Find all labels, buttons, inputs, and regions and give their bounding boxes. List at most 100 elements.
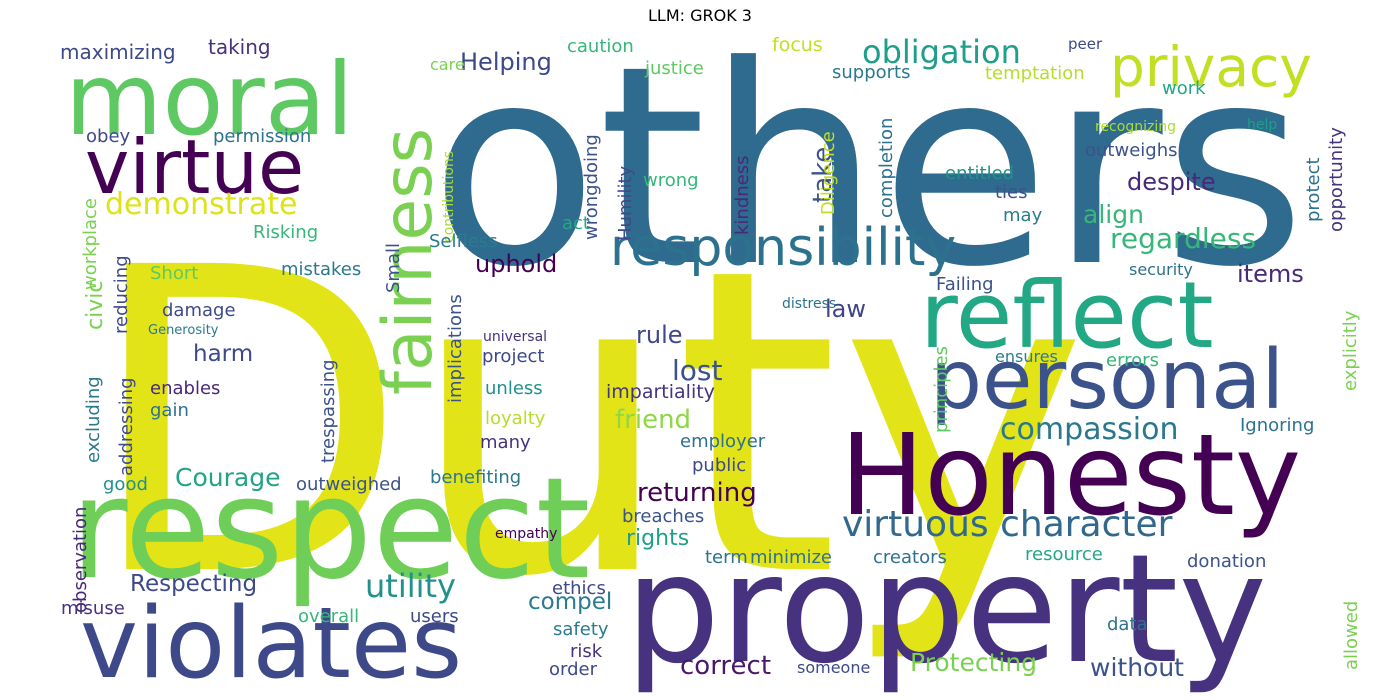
cloud-word: without [1090,653,1184,682]
cloud-word: items [1237,260,1304,288]
cloud-word: friend [615,405,692,435]
cloud-word: may [1003,205,1043,226]
cloud-word: recognizing [1095,119,1176,135]
cloud-word: peer [1068,35,1103,53]
cloud-word: Helping [460,48,552,76]
cloud-word: distress [782,296,837,312]
cloud-word: allowed [1341,600,1362,670]
cloud-word: impartiality [606,381,715,403]
cloud-word: data [1107,614,1148,635]
cloud-word: rights [626,526,690,551]
cloud-word: ethics [552,578,606,599]
cloud-word: creators [873,547,947,568]
cloud-word: implications [445,294,466,403]
cloud-word: property [625,523,1268,697]
cloud-word: personal [930,333,1285,428]
cloud-word: uphold [475,250,558,278]
cloud-word: security [1129,260,1193,279]
cloud-word: focus [772,34,823,56]
cloud-word: despite [1127,168,1216,196]
cloud-word: care [430,55,465,74]
cloud-word: Selfless [429,231,498,252]
cloud-word: misuse [61,598,125,619]
cloud-word: excluding [83,376,104,463]
cloud-word: align [1083,200,1144,229]
cloud-word: principles [931,345,952,433]
cloud-word: moral [65,41,354,158]
cloud-word: act [562,213,590,234]
cloud-word: Duty [85,180,1088,669]
cloud-word: donation [1187,551,1267,572]
cloud-word: Honesty [840,411,1302,541]
cloud-word: completion [876,117,897,218]
cloud-word: explicitly [1340,310,1361,391]
cloud-word: caution [567,36,634,57]
cloud-word: damage [162,300,236,321]
cloud-word: loyalty [485,408,546,429]
cloud-word: benefiting [430,467,522,488]
cloud-word: risk [570,641,603,662]
cloud-word: good [103,474,148,495]
cloud-word: help [1247,117,1278,133]
cloud-word: Courage [175,463,281,492]
cloud-word: Failing [936,274,994,295]
cloud-word: gain [150,400,189,421]
cloud-word: taking [208,35,271,59]
cloud-word: universal [483,329,548,345]
cloud-word: term [705,547,748,568]
chart-title: LLM: GROK 3 [648,6,752,25]
cloud-word: lost [672,354,723,387]
cloud-word: reducing [111,255,132,334]
cloud-word: outweighed [296,474,402,495]
cloud-word: trespassing [318,359,339,463]
cloud-word: resource [1025,544,1103,565]
cloud-word: protect [1303,157,1324,222]
cloud-word: Protecting [910,648,1038,677]
cloud-word: temptation [985,63,1085,84]
cloud-word: justice [645,58,704,79]
cloud-word: users [410,606,459,627]
cloud-word: opportunity [1326,127,1347,232]
cloud-word: wrong [643,170,699,191]
cloud-word: mistakes [281,259,362,280]
cloud-word: Generosity [148,323,219,338]
cloud-word: empathy [495,526,558,542]
cloud-word: Short [150,263,199,284]
cloud-word: kindness [732,155,753,236]
cloud-word: Small [383,243,404,293]
cloud-word: returning [637,478,757,508]
cloud-word: someone [797,658,871,677]
cloud-word: compassion [1000,412,1179,447]
cloud-word: entitled [945,163,1015,184]
cloud-word: outweighs [1085,140,1178,161]
cloud-word: virtue [85,123,305,211]
cloud-word: employer [680,431,766,452]
cloud-word: contributions [441,150,457,243]
cloud-word: virtuous character [842,504,1173,545]
cloud-word: Humility [615,165,636,241]
cloud-word: correct [680,651,772,681]
cloud-word: workplace [80,198,101,290]
cloud-word: addressing [116,377,137,476]
cloud-word: supports [832,62,911,83]
cloud-word: project [482,346,545,367]
cloud-word: harm [193,341,254,367]
cloud-word: law [825,295,867,323]
cloud-word: Risking [253,222,319,243]
cloud-word: utility [365,567,456,605]
cloud-word: breaches [622,506,705,527]
cloud-word: Ignoring [1240,415,1315,436]
cloud-word: minimize [750,547,833,568]
cloud-word: public [692,455,747,476]
cloud-word: overall [298,606,360,627]
cloud-word: respect [70,448,591,611]
cloud-word: ensures [995,347,1058,366]
cloud-word: errors [1106,350,1159,371]
cloud-word: Respecting [130,571,258,597]
cloud-word: enables [150,378,221,399]
cloud-word: obey [86,126,131,147]
cloud-word: maximizing [60,40,176,64]
cloud-word: rule [636,321,683,349]
cloud-word: regardless [1110,222,1257,255]
